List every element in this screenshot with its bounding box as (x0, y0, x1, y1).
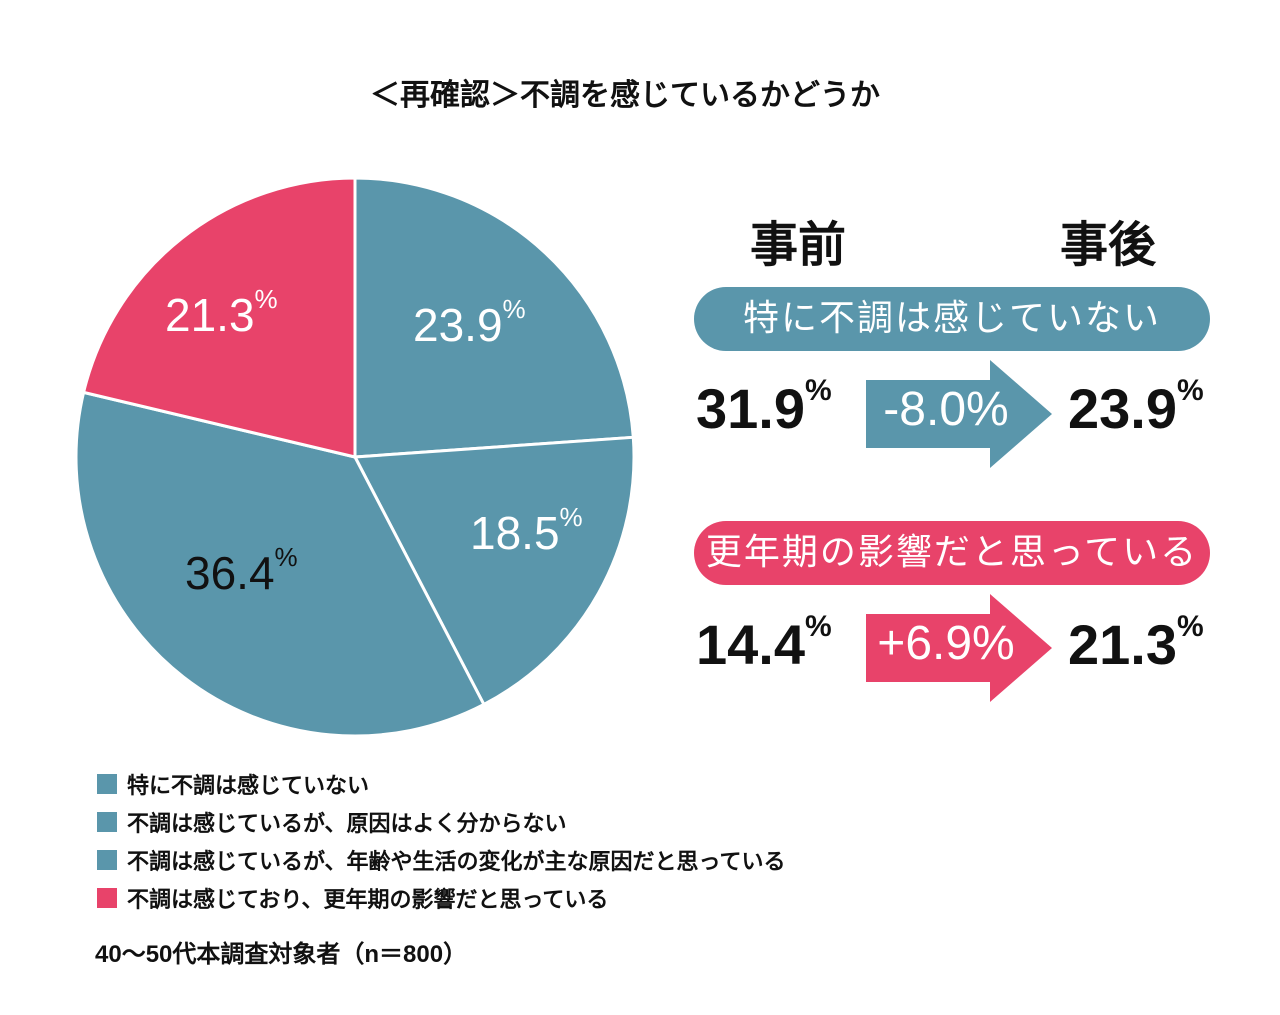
change-arrow-1: +6.9% (866, 594, 1052, 702)
legend-swatch (97, 812, 117, 832)
after-value-1: 21.3% (1068, 610, 1204, 676)
legend-item: 特に不調は感じていない (97, 765, 785, 803)
after-value-0: 23.9% (1068, 374, 1204, 440)
arrow-icon (866, 594, 1052, 702)
legend: 特に不調は感じていない 不調は感じているが、原因はよく分からない 不調は感じてい… (97, 765, 785, 917)
legend-swatch (97, 888, 117, 908)
slice-label-2: 36.4% (185, 542, 298, 599)
after-header: 事後 (1060, 219, 1157, 272)
change-arrow-0: -8.0% (866, 360, 1052, 468)
legend-swatch (97, 850, 117, 870)
legend-item: 不調は感じているが、年齢や生活の変化が主な原因だと思っている (97, 841, 785, 879)
row-label-0: 特に不調は感じていない (694, 287, 1210, 351)
legend-label: 特に不調は感じていない (127, 773, 370, 798)
pie-slice-1 (352, 435, 636, 707)
sample-note: 40〜50代本調査対象者（n＝800） (95, 941, 468, 968)
legend-item: 不調は感じており、更年期の影響だと思っている (97, 879, 785, 917)
pie-chart (74, 176, 636, 738)
pie-slice-0 (353, 176, 635, 459)
pie-slice-2 (74, 390, 486, 738)
before-value-1: 14.4% (696, 610, 832, 676)
change-value-1: +6.9% (877, 617, 1015, 670)
before-value-0: 31.9% (696, 374, 832, 440)
row-label-1: 更年期の影響だと思っている (694, 521, 1210, 585)
chart-title: ＜再確認＞不調を感じているかどうか (370, 79, 880, 112)
legend-swatch (97, 774, 117, 794)
legend-item: 不調は感じているが、原因はよく分からない (97, 803, 785, 841)
slice-label-3: 21.3% (165, 284, 278, 341)
legend-label: 不調は感じているが、原因はよく分からない (127, 811, 567, 836)
arrow-icon (866, 360, 1052, 468)
slice-label-0: 23.9% (413, 294, 526, 351)
legend-label: 不調は感じており、更年期の影響だと思っている (127, 887, 609, 912)
pie-slice-3 (81, 176, 357, 459)
before-header: 事前 (750, 219, 847, 272)
legend-label: 不調は感じているが、年齢や生活の変化が主な原因だと思っている (127, 849, 786, 874)
slice-label-1: 18.5% (470, 502, 583, 559)
change-value-0: -8.0% (883, 383, 1009, 436)
